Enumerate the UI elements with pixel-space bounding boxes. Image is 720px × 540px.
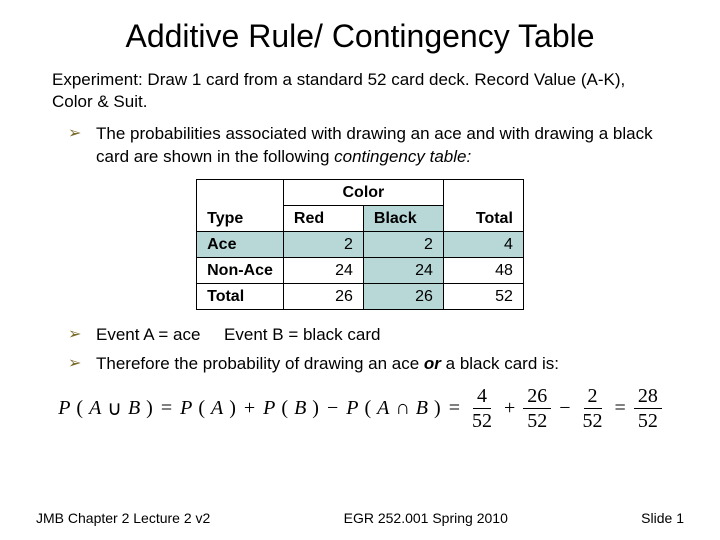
cell-ace-black: 2 xyxy=(363,232,443,258)
th-total: Total xyxy=(443,180,523,232)
th-black: Black xyxy=(363,206,443,232)
cell-non-red: 24 xyxy=(283,258,363,284)
f-p3: P xyxy=(263,397,275,420)
f-eq3: = xyxy=(613,397,628,420)
bullet3b: or xyxy=(424,354,441,373)
bullet-events: Event A = ace Event B = black card xyxy=(68,324,680,347)
f-inter: ∩ xyxy=(395,397,409,420)
row-ace: Ace xyxy=(197,232,284,258)
cell-non-black: 24 xyxy=(363,258,443,284)
f-plus1: + xyxy=(242,397,257,420)
frac1: 452 xyxy=(468,386,496,431)
cell-ace-total: 4 xyxy=(443,232,523,258)
th-color: Color xyxy=(283,180,443,206)
slide-footer: JMB Chapter 2 Lecture 2 v2 EGR 252.001 S… xyxy=(0,510,720,526)
bullet3a: Therefore the probability of drawing an … xyxy=(96,354,424,373)
experiment-text: Experiment: Draw 1 card from a standard … xyxy=(52,69,668,113)
f-p2: P xyxy=(180,397,192,420)
contingency-table: Type Color Total Red Black Ace 2 2 4 Non… xyxy=(196,179,524,310)
f-minus1: − xyxy=(325,397,340,420)
row-total: Total xyxy=(197,284,284,310)
cell-tot-black: 26 xyxy=(363,284,443,310)
slide-title: Additive Rule/ Contingency Table xyxy=(40,18,680,55)
th-type: Type xyxy=(197,180,284,232)
row-nonace: Non-Ace xyxy=(197,258,284,284)
cell-non-total: 48 xyxy=(443,258,523,284)
footer-left: JMB Chapter 2 Lecture 2 v2 xyxy=(36,510,210,526)
f-p1: P xyxy=(58,397,70,420)
frac2: 2652 xyxy=(523,386,551,431)
footer-center: EGR 252.001 Spring 2010 xyxy=(344,510,508,526)
footer-right: Slide 1 xyxy=(641,510,684,526)
bullet1-emph: contingency table: xyxy=(334,147,471,166)
probability-formula: P(A∪B) = P(A) + P(B) − P(A∩B) = 452 + 26… xyxy=(40,386,680,431)
f-union: ∪ xyxy=(107,396,122,421)
f-a2: A xyxy=(211,397,223,420)
f-plus2: + xyxy=(502,397,517,420)
frac4: 2852 xyxy=(634,386,662,431)
frac3: 252 xyxy=(579,386,607,431)
f-b3: B xyxy=(416,397,428,420)
f-p4: P xyxy=(346,397,358,420)
th-red: Red xyxy=(283,206,363,232)
f-b1: B xyxy=(128,397,140,420)
cell-ace-red: 2 xyxy=(283,232,363,258)
f-a1: A xyxy=(89,397,101,420)
cell-tot-red: 26 xyxy=(283,284,363,310)
bullet-therefore: Therefore the probability of drawing an … xyxy=(68,353,680,376)
cell-tot-total: 52 xyxy=(443,284,523,310)
bullet-contingency: The probabilities associated with drawin… xyxy=(68,123,680,169)
f-minus2: − xyxy=(557,397,572,420)
f-eq2: = xyxy=(447,397,462,420)
f-a3: A xyxy=(377,397,389,420)
f-b2: B xyxy=(294,397,306,420)
bullet3c: a black card is: xyxy=(441,354,559,373)
f-eq1: = xyxy=(159,397,174,420)
